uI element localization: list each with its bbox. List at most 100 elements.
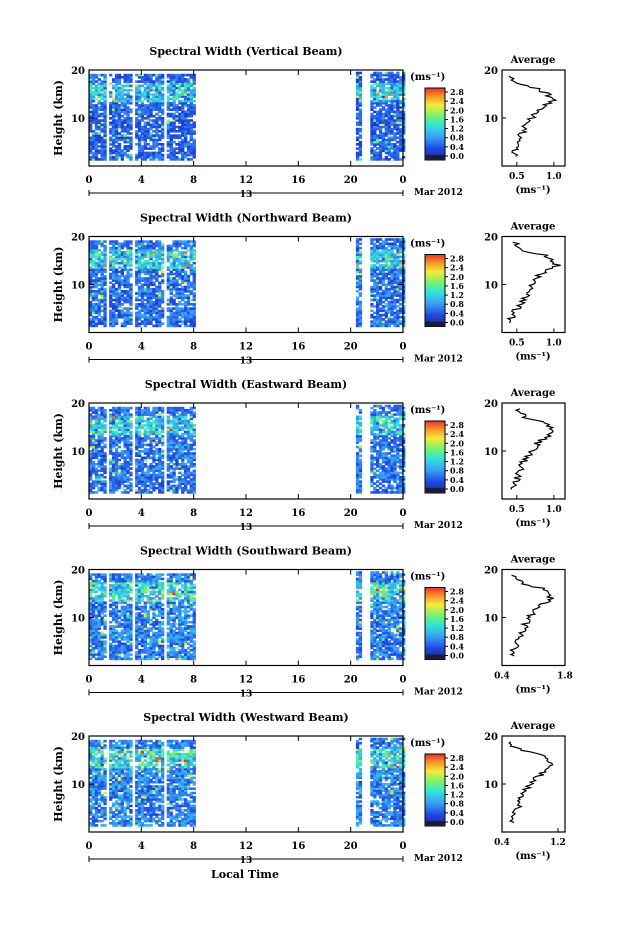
heatmap-cell <box>146 279 150 282</box>
heatmap-cell <box>100 151 104 155</box>
heatmap-cell <box>103 104 107 107</box>
heatmap-cell <box>126 476 130 479</box>
heatmap-cell <box>390 406 394 410</box>
heatmap-cell <box>97 318 101 321</box>
heatmap-cell <box>186 240 191 243</box>
heatmap-cell <box>143 76 147 79</box>
heatmap-cell <box>123 313 127 317</box>
heatmap-cell <box>402 476 406 479</box>
heatmap-cell <box>399 123 403 127</box>
heatmap-cell <box>112 99 116 103</box>
heatmap-cell <box>155 140 159 144</box>
heatmap-cell <box>376 281 380 284</box>
heatmap-cell <box>189 149 193 152</box>
heatmap-cell <box>358 268 363 271</box>
heatmap-cell <box>373 469 377 473</box>
heatmap-cell <box>97 114 101 118</box>
heatmap-cell <box>129 488 133 492</box>
heatmap-cell <box>393 145 397 148</box>
heatmap-cell <box>143 264 147 267</box>
heatmap-cell <box>161 78 165 81</box>
heatmap-cell <box>137 244 142 248</box>
heatmap-cell <box>370 290 374 293</box>
heatmap-cell <box>146 151 150 155</box>
heatmap-cell <box>91 119 96 122</box>
heatmap-cell <box>393 266 397 269</box>
heatmap-cell <box>387 78 391 81</box>
heatmap-cell <box>178 259 182 263</box>
heatmap-cell <box>158 240 162 243</box>
heatmap-cell <box>370 121 374 124</box>
heatmap-cell <box>94 480 99 483</box>
heatmap-cell <box>396 251 400 254</box>
heatmap-cell <box>135 134 139 137</box>
heatmap-cell <box>143 287 147 291</box>
heatmap-cell <box>376 153 380 157</box>
heatmap-cell <box>192 274 196 278</box>
heatmap-cell <box>109 422 113 425</box>
heatmap-cell <box>181 274 185 278</box>
heatmap-cell <box>89 445 93 449</box>
heatmap-cell <box>358 71 363 75</box>
heatmap-cell <box>169 158 173 161</box>
heatmap-cell <box>384 441 388 444</box>
heatmap-cell <box>384 93 388 96</box>
heatmap-cell <box>186 437 191 440</box>
heatmap-cell <box>100 434 104 438</box>
heatmap-cell <box>396 149 400 152</box>
heatmap-cell <box>109 257 113 261</box>
heatmap-cell <box>384 112 388 116</box>
heatmap-cell <box>146 82 150 86</box>
heatmap-cell <box>158 149 162 152</box>
heatmap-cell <box>114 443 119 447</box>
heatmap-cell <box>399 255 403 259</box>
heatmap-cell <box>126 283 130 287</box>
heatmap-cell <box>137 426 142 429</box>
heatmap-cell <box>123 112 127 116</box>
heatmap-cell <box>129 426 133 429</box>
heatmap-cell <box>123 320 127 323</box>
heatmap-cell <box>181 125 185 129</box>
heatmap-cell <box>169 147 173 150</box>
heatmap-cell <box>100 456 104 460</box>
heatmap-cell <box>175 82 179 86</box>
heatmap-cell <box>381 251 386 254</box>
heatmap-cell <box>117 413 122 416</box>
heatmap-cell <box>155 145 159 148</box>
heatmap-cell <box>100 415 104 419</box>
heatmap-cell <box>172 419 176 423</box>
heatmap-cell <box>103 419 107 423</box>
heatmap-cell <box>384 147 388 150</box>
heatmap-cell <box>376 114 380 118</box>
heatmap-cell <box>387 484 391 488</box>
heatmap-cell <box>384 242 388 246</box>
heatmap-cell <box>143 123 147 127</box>
heatmap-cell <box>373 298 377 302</box>
heatmap-cell <box>399 415 403 419</box>
heatmap-cell <box>97 307 101 310</box>
heatmap-cell <box>381 452 386 455</box>
heatmap-cell <box>143 290 147 293</box>
heatmap-cell <box>172 86 176 90</box>
heatmap-cell <box>381 246 386 250</box>
heatmap-cell <box>358 447 363 451</box>
heatmap-cell <box>390 279 394 282</box>
heatmap-cell <box>387 151 391 155</box>
heatmap-cell <box>126 294 130 297</box>
heatmap-cell <box>355 406 360 410</box>
heatmap-cell <box>137 469 142 473</box>
heatmap-cell <box>189 478 193 481</box>
heatmap-cell <box>91 437 96 440</box>
heatmap-cell <box>152 268 156 271</box>
heatmap-cell <box>192 130 196 133</box>
heatmap-cell <box>402 140 406 144</box>
heatmap-cell <box>137 324 142 328</box>
heatmap-cell <box>103 270 107 274</box>
heatmap-cell <box>376 298 380 302</box>
heatmap-cell <box>143 136 147 140</box>
heatmap-cell <box>390 473 394 477</box>
heatmap-cell <box>387 417 391 421</box>
heatmap-cell <box>126 264 130 267</box>
heatmap-cell <box>358 149 363 152</box>
heatmap-cell <box>91 132 96 135</box>
